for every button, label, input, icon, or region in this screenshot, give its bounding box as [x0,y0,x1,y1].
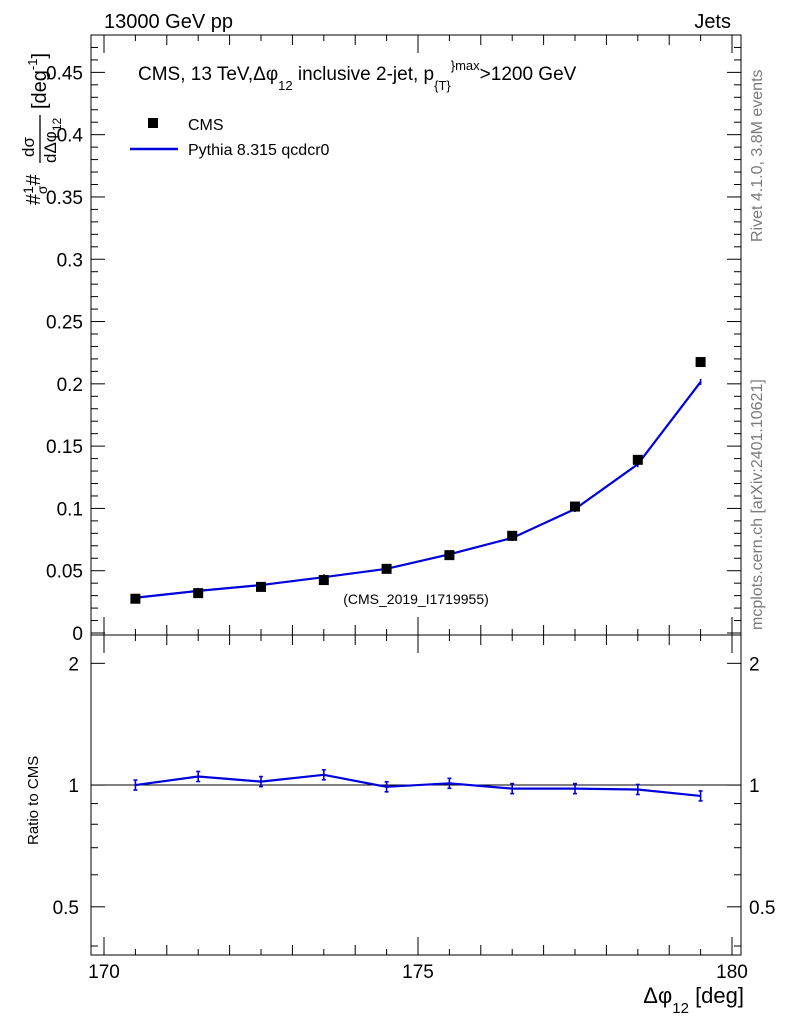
cms-data-point [632,454,643,465]
cms-data-point [130,593,141,604]
xlabel-dphi: Δφ [643,983,672,1008]
ratio-xtick-label: 180 [716,962,748,983]
legend-marker-cms [148,118,158,128]
cms-data-point [318,575,329,586]
main-ytick-label: 0 [72,624,83,645]
cms-data-point [444,550,455,561]
x-axis-label: Δφ12 [deg] [643,983,744,1017]
legend-label-pythia: Pythia 8.315 qcdcr0 [188,142,330,159]
ratio-ytick-label-right: 1 [749,776,760,797]
ratio-ylabel: Ratio to CMS [25,756,42,845]
title-supmax: }max [451,58,480,73]
ratio-xtick-label: 175 [402,962,434,983]
main-ytick-label: 0.15 [46,437,83,458]
cms-data-point [256,581,266,592]
title-part-a: CMS, 13 TeV, [138,64,253,85]
title-part-c: >1200 GeV [480,64,577,85]
ratio-xtick-label: 170 [88,962,120,983]
mcplots-label: mcplots.cern.ch [arXiv:2401.10621] [749,379,766,630]
cms-data-point [570,501,580,512]
ratio-ytick-label-left: 2 [68,654,79,675]
main-ytick-label: 0.05 [46,562,83,583]
chart-dynamic-layer: 0 0.05 0.1 0.15 0.2 0.25 0.3 0.35 0.4 0.45 170 175 1… [46,35,775,983]
rivet-label: Rivet 4.1.0, 3.8M events [749,69,766,242]
main-ytick-label: 0.3 [57,250,83,271]
title-sub12: 12 [278,78,292,93]
title-part-b: inclusive 2-jet, p [293,64,435,85]
cms-data-point [695,357,706,368]
main-title: CMS, 13 TeV,Δφ12 inclusive 2-jet, p{T}}m… [138,58,577,93]
ylabel-hash1: # [23,193,45,205]
ylabel-den: dΔφ [41,131,60,163]
xlabel-sub: 12 [672,1000,689,1017]
title-subT: {T} [434,78,451,93]
ylabel-one: 1 [20,186,36,194]
ratio-ytick-label-left: 1 [68,776,79,797]
title-dphi: Δφ [253,64,278,85]
main-ytick-label: 0.45 [46,63,83,84]
main-ytick-label: 0.2 [57,375,83,396]
analysis-tag: (CMS_2019_I1719955) [343,591,489,607]
main-ytick-label: 0.4 [57,126,84,147]
svg-text:#1σ#: #1σ# [20,173,50,205]
cms-data-point [193,588,204,599]
cms-data-point [381,563,392,574]
legend-label-cms: CMS [188,117,224,134]
ylabel-unit-sup: -1 [25,59,40,71]
ylabel-sigma: σ [34,185,50,194]
ylabel-hash2: # [23,173,45,185]
main-ytick-label: 0.35 [46,188,83,209]
cms-data-point [507,530,518,541]
header-right: Jets [694,11,731,33]
xlabel-unit: [deg] [689,983,744,1008]
ylabel-num: dσ [19,137,38,157]
header-left: 13000 GeV pp [104,11,233,33]
ylabel-unit: [deg [29,70,51,109]
ratio-panel-frame [90,634,742,956]
ratio-line [135,773,701,798]
mc-line [135,381,702,599]
ratio-ytick-label-left: 0.5 [53,898,79,919]
main-ylabel: #1σ# dσ dΔφ12 [deg-1] [19,53,64,205]
svg-text:[deg-1]: [deg-1] [25,53,51,109]
ylabel-unit-close: ] [29,53,51,59]
ratio-ytick-label-right: 0.5 [749,898,775,919]
ylabel-sub: 12 [50,117,64,131]
main-ytick-label: 0.1 [57,499,83,520]
svg-text:dΔφ12: dΔφ12 [41,117,64,163]
main-ytick-label: 0.25 [46,313,83,334]
ratio-ytick-label-right: 2 [749,654,760,675]
